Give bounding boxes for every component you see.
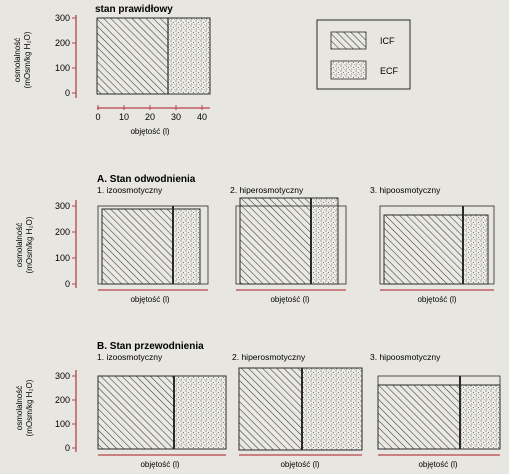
overhydration-y-tick-label-100: 100 [55, 419, 70, 429]
normal-block-outline [96, 17, 211, 95]
dehydration-y-tick-label-100: 100 [55, 253, 70, 263]
overhydration-panel-isoosmotic: 1. izoosmotyczny objętość (l) [97, 352, 227, 469]
dehydration-panel-1-label: 1. izoosmotyczny [97, 185, 163, 195]
dehydration-3-icf-block [384, 215, 464, 284]
normal-y-tick-label-100: 100 [55, 63, 70, 73]
dehydration-1-block-outline [101, 208, 201, 285]
overhydration-y-tick-label-0: 0 [65, 443, 70, 453]
dehydration-2-normal-outline [235, 205, 347, 285]
dehydration-panel-isoosmotic: 1. izoosmotyczny objętość (l) [97, 185, 209, 304]
dehydration-3-block-outline [383, 214, 489, 285]
normal-state-chart: stan prawidłowy osmolalność (mOsm/kg H₂O… [13, 4, 211, 136]
dehydration-y-label-line2: (mOsm/kg H₂O) [25, 216, 34, 273]
overhydration-y-label-line1: osmolalność [15, 386, 24, 430]
normal-y-tick-label-200: 200 [55, 38, 70, 48]
overhydration-2-icf-block [239, 368, 302, 450]
overhydration-3-icf-block [378, 385, 460, 449]
legend-icf-swatch [330, 31, 367, 50]
dehydration-y-tick-label-300: 300 [55, 201, 70, 211]
dehydration-3-x-label: objętość (l) [417, 295, 456, 304]
dehydration-1-icf-block [102, 209, 172, 284]
overhydration-panel-3-label: 3. hipoosmotyczny [370, 352, 441, 362]
normal-x-tick-label-40: 40 [197, 112, 207, 122]
overhydration-1-x-label: objętość (l) [140, 460, 179, 469]
overhydration-1-block-outline [97, 375, 227, 450]
legend: ICF ECF [316, 19, 411, 90]
normal-y-tick-label-300: 300 [55, 13, 70, 23]
overhydration-2-x-label: objętość (l) [280, 460, 319, 469]
overhydration-panel-2-label: 2. hiperosmotyczny [232, 352, 306, 362]
legend-ecf-swatch [330, 60, 367, 80]
dehydration-y-label-line1: osmolalność [15, 223, 24, 267]
normal-x-axis-label: objętość (l) [130, 127, 169, 136]
overhydration-y-label-line2: (mOsm/kg H₂O) [25, 379, 34, 436]
overhydration-3-x-label: objętość (l) [418, 460, 457, 469]
overhydration-3-block-outline [377, 384, 501, 450]
dehydration-1-x-label: objętość (l) [130, 295, 169, 304]
overhydration-panel-hypoosmotic: 3. hipoosmotyczny objętość (l) [370, 352, 501, 469]
normal-ecf-block [168, 18, 210, 94]
normal-state-title: stan prawidłowy [95, 4, 173, 15]
dehydration-section: A. Stan odwodnienia osmolalność (mOsm/kg… [15, 174, 495, 304]
dehydration-1-ecf-block [175, 209, 200, 284]
overhydration-title: B. Stan przewodnienia [97, 341, 204, 352]
overhydration-3-ecf-block [460, 385, 500, 449]
dehydration-panel-hypoosmotic: 3. hipoosmotyczny objętość (l) [370, 185, 495, 304]
normal-x-tick-label-10: 10 [119, 112, 129, 122]
dehydration-panel-hyperosmotic: 2. hiperosmotyczny objętość (l) [230, 185, 347, 304]
legend-icf-label: ICF [380, 36, 395, 46]
normal-x-tick-label-20: 20 [145, 112, 155, 122]
dehydration-panel-2-label: 2. hiperosmotyczny [230, 185, 304, 195]
dehydration-y-tick-label-0: 0 [65, 279, 70, 289]
overhydration-y-tick-label-200: 200 [55, 395, 70, 405]
normal-icf-block [97, 18, 168, 94]
overhydration-2-ecf-block [302, 368, 362, 450]
legend-box [316, 19, 411, 90]
normal-y-label-line1: osmolalność [13, 38, 22, 82]
overhydration-section: B. Stan przewodnienia osmolalność (mOsm/… [15, 341, 501, 469]
dehydration-panel-3-label: 3. hipoosmotyczny [370, 185, 441, 195]
overhydration-1-ecf-block [174, 376, 226, 449]
overhydration-y-tick-label-300: 300 [55, 371, 70, 381]
overhydration-panel-hyperosmotic: 2. hiperosmotyczny objętość (l) [232, 352, 363, 469]
normal-x-tick-label-30: 30 [171, 112, 181, 122]
overhydration-panel-1-label: 1. izoosmotyczny [97, 352, 163, 362]
dehydration-2-ecf-block [312, 198, 338, 284]
dehydration-y-tick-label-200: 200 [55, 227, 70, 237]
normal-y-tick-label-0: 0 [65, 88, 70, 98]
dehydration-title: A. Stan odwodnienia [97, 174, 196, 185]
legend-ecf-label: ECF [380, 66, 399, 76]
normal-x-tick-label-0: 0 [95, 112, 100, 122]
normal-y-label-line2: (mOsm/kg H₂O) [23, 31, 32, 88]
overhydration-2-block-outline [238, 367, 363, 451]
dehydration-2-x-label: objętość (l) [270, 295, 309, 304]
dehydration-3-ecf-block [464, 215, 488, 284]
